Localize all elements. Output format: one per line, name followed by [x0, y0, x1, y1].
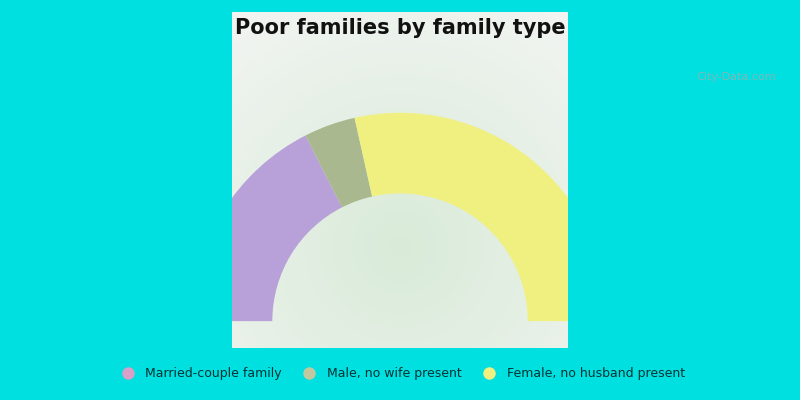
Text: Poor families by family type: Poor families by family type — [234, 18, 566, 38]
Legend: Married-couple family, Male, no wife present, Female, no husband present: Married-couple family, Male, no wife pre… — [110, 362, 690, 386]
Wedge shape — [354, 113, 608, 321]
Wedge shape — [306, 118, 372, 207]
Text: City-Data.com: City-Data.com — [696, 72, 776, 82]
Wedge shape — [192, 136, 342, 321]
